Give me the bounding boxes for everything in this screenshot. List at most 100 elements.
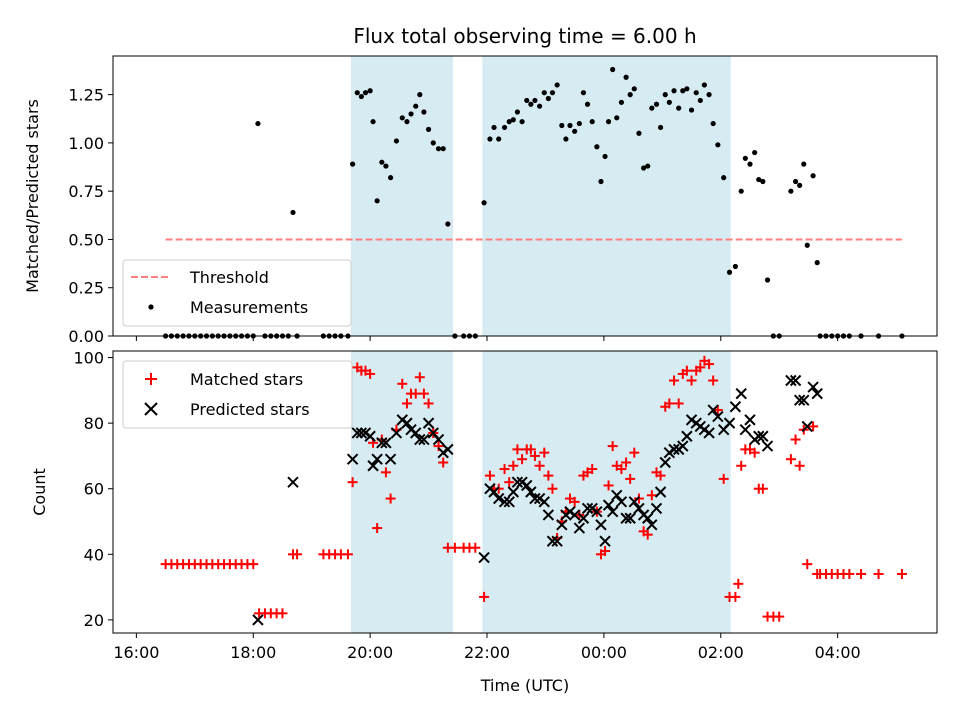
matched-star-point xyxy=(655,470,666,481)
threshold-legend-label: Threshold xyxy=(189,268,269,287)
predicted-star-point xyxy=(757,430,769,442)
matched-star-point xyxy=(686,375,697,386)
measurement-point xyxy=(671,88,677,94)
bottom-y-tick-label: 80 xyxy=(84,414,104,433)
predicted-star-point xyxy=(599,535,611,547)
measurement-point xyxy=(738,188,744,194)
measurement-point xyxy=(379,159,385,165)
predicted-star-point xyxy=(707,404,719,416)
matched-star-point xyxy=(718,473,729,484)
measurement-point xyxy=(580,90,587,96)
measurement-point xyxy=(680,88,686,94)
top-y-tick-label: 1.25 xyxy=(68,86,104,105)
predicted-star-point xyxy=(646,519,658,531)
bottom-y-axis-label: Count xyxy=(30,468,49,516)
x-tick-label: 18:00 xyxy=(230,643,276,662)
measurement-point xyxy=(792,178,799,185)
predicted-star-point xyxy=(568,509,581,521)
predicted-star-point xyxy=(712,410,724,423)
measurement-point xyxy=(666,99,672,105)
matched-star-point xyxy=(681,365,692,376)
top-y-tick-label: 0.75 xyxy=(68,182,104,201)
measurement-point xyxy=(554,82,560,88)
measurement-point xyxy=(362,90,369,96)
matched-star-point xyxy=(629,447,640,458)
measurement-point xyxy=(563,136,569,142)
matched-star-point xyxy=(757,483,768,494)
matched-star-point xyxy=(539,447,550,458)
matched-star-point xyxy=(704,359,715,370)
predicted-star-point xyxy=(681,430,693,442)
bottom-y-ticks: 20 40 60 80 100 xyxy=(73,349,113,630)
measurement-point xyxy=(514,109,521,115)
predicted-star-point xyxy=(761,440,774,452)
x-tick-label: 22:00 xyxy=(464,643,510,662)
predicted-star-point xyxy=(384,453,397,465)
predicted-star-point xyxy=(376,437,388,449)
matched-star-point xyxy=(529,450,540,461)
measurement-point xyxy=(430,140,436,146)
predicted-star-point xyxy=(410,427,422,439)
matched-star-point xyxy=(499,464,510,475)
predicted-star-point xyxy=(677,440,689,452)
measurement-point xyxy=(649,105,655,111)
predicted-star-point xyxy=(351,427,363,439)
measurement-point xyxy=(732,263,738,270)
x-tick-label: 02:00 xyxy=(698,643,744,662)
measurement-point xyxy=(726,269,733,275)
predicted-star-point xyxy=(633,502,645,515)
matched-star-point xyxy=(380,467,391,478)
matched-star-point xyxy=(418,388,429,399)
matched-star-point xyxy=(292,549,303,560)
measurement-point xyxy=(572,128,578,134)
predicted-star-point xyxy=(380,437,392,449)
predicted-star-point xyxy=(659,456,671,469)
measurement-point xyxy=(440,146,446,152)
predicted-star-point xyxy=(422,417,435,429)
predicted-star-point xyxy=(252,614,264,626)
predicted-star-point xyxy=(414,433,426,446)
matched-star-point xyxy=(569,496,580,507)
measurement-point xyxy=(701,82,708,88)
measurement-point xyxy=(610,66,616,73)
matched-star-point xyxy=(642,529,653,540)
predicted-star-point xyxy=(735,387,747,400)
predicted-star-point xyxy=(488,486,500,498)
predicted-star-point xyxy=(611,489,623,501)
measurement-point xyxy=(290,209,296,216)
matched-star-point xyxy=(856,568,867,579)
predicted-star-point xyxy=(729,401,742,413)
measurement-point xyxy=(528,101,534,107)
bottom-observing-span-0 xyxy=(350,351,454,633)
predicted-stars-points xyxy=(252,374,823,626)
bottom-observing-span-1 xyxy=(482,351,731,633)
measurement-point xyxy=(627,92,633,98)
measurement-point xyxy=(715,142,721,148)
matched-star-point xyxy=(372,523,383,534)
predicted-star-point xyxy=(364,430,376,442)
measurement-point xyxy=(810,173,816,179)
matched-star-point xyxy=(547,483,558,494)
matched-legend-label: Matched stars xyxy=(190,370,303,389)
measurement-point xyxy=(567,122,573,129)
measurement-point xyxy=(710,120,716,127)
measurement-point xyxy=(408,111,414,117)
measurement-point xyxy=(605,119,612,125)
x-tick-label: 20:00 xyxy=(347,643,393,662)
matched-star-point xyxy=(621,457,632,468)
measurement-point xyxy=(506,119,512,125)
measurement-point xyxy=(788,188,794,194)
measurement-point xyxy=(255,120,261,127)
bottom-legend-box xyxy=(122,360,353,429)
matched-star-point xyxy=(664,398,675,409)
top-y-tick-label: 1.00 xyxy=(68,134,104,153)
measurement-point xyxy=(804,242,810,248)
predicted-star-point xyxy=(703,427,715,439)
measurement-point xyxy=(576,120,582,127)
x-tick-label: 16:00 xyxy=(113,643,159,662)
bottom-y-tick-label: 100 xyxy=(73,349,104,368)
bottom-x-ticks: 16:00 18:00 20:00 22:00 00:00 02:00 04:00 xyxy=(113,633,861,662)
measurement-point xyxy=(374,198,380,204)
measurement-point xyxy=(584,101,591,107)
measurement-point xyxy=(519,119,525,125)
